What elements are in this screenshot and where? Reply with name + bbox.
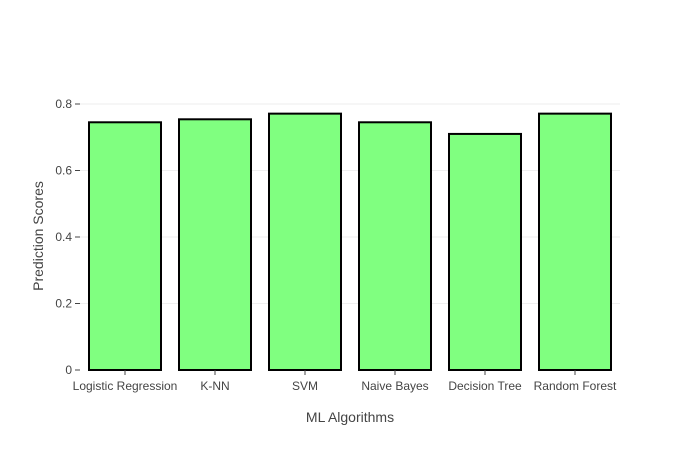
- y-tick-label: 0.8: [55, 97, 72, 111]
- x-axis-title: ML Algorithms: [306, 409, 394, 425]
- x-tick-label: Naive Bayes: [361, 379, 428, 393]
- y-tick-label: 0.2: [55, 297, 72, 311]
- bar: [448, 132, 522, 371]
- y-tick-label: 0.4: [55, 230, 72, 244]
- y-tick-label: 0.6: [55, 164, 72, 178]
- x-tick-label: SVM: [292, 379, 318, 393]
- y-axis: 0 0.2 0.4 0.6 0.8: [55, 97, 80, 377]
- y-axis-title: Prediction Scores: [30, 181, 46, 291]
- x-tick-label: K-NN: [200, 379, 229, 393]
- x-tick-label: Decision Tree: [448, 379, 522, 393]
- bar: [88, 121, 162, 371]
- bar: [358, 121, 432, 371]
- x-tick-label: Logistic Regression: [73, 379, 178, 393]
- y-tick-label: 0: [65, 363, 72, 377]
- bar: [538, 112, 612, 372]
- x-axis: Logistic Regression K-NN SVM Naive Bayes Dec…: [73, 370, 617, 393]
- bar: [178, 118, 252, 371]
- bars: [88, 112, 612, 372]
- gridlines: [80, 103, 620, 304]
- bar: [268, 112, 342, 372]
- x-tick-label: Random Forest: [534, 379, 617, 393]
